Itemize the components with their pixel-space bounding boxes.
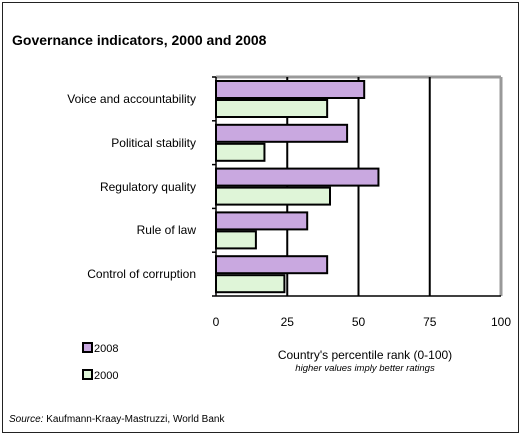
bar-2008-2 bbox=[215, 123, 349, 143]
source-text: Kaufmann-Kraay-Mastruzzi, World Bank bbox=[43, 414, 225, 425]
source-label: Source: bbox=[9, 414, 44, 425]
bar-2000-1 bbox=[215, 99, 329, 118]
legend-label-2000: 2000 bbox=[94, 370, 119, 382]
x-tick-label-100: 100 bbox=[491, 315, 511, 329]
x-axis-note: higher values imply better ratings bbox=[295, 363, 435, 374]
bar-2000-5 bbox=[215, 274, 286, 294]
legend-swatch-2008 bbox=[82, 342, 93, 353]
x-tick-label-75: 75 bbox=[423, 315, 437, 329]
bar-2008-1 bbox=[215, 80, 366, 99]
x-tick-label-25: 25 bbox=[281, 315, 295, 329]
bar-2000-2 bbox=[215, 142, 266, 162]
x-axis-label: Country's percentile rank (0-100) bbox=[277, 348, 453, 362]
category-label-1: Voice and accountability bbox=[67, 91, 196, 106]
legend-item-2008: 2008 bbox=[82, 342, 118, 355]
bar-2000-4 bbox=[215, 230, 257, 250]
category-label-4: Rule of law bbox=[136, 223, 196, 238]
bar-2008-3 bbox=[215, 167, 380, 187]
legend-item-2000: 2000 bbox=[82, 369, 118, 382]
category-label-5: Control of corruption bbox=[87, 267, 196, 282]
x-tick-label-50: 50 bbox=[352, 315, 366, 329]
category-label-2: Political stability bbox=[111, 135, 196, 150]
x-tick-label-0: 0 bbox=[213, 315, 220, 329]
source-note: Source: Kaufmann-Kraay-Mastruzzi, World … bbox=[9, 414, 224, 425]
bar-2000-3 bbox=[215, 186, 331, 206]
bar-2008-5 bbox=[215, 255, 329, 275]
legend-swatch-2000 bbox=[82, 369, 93, 380]
chart-title: Governance indicators, 2000 and 2008 bbox=[12, 32, 267, 48]
legend-label-2008: 2008 bbox=[94, 343, 119, 355]
category-label-3: Regulatory quality bbox=[99, 179, 196, 194]
bar-2008-4 bbox=[215, 211, 309, 231]
